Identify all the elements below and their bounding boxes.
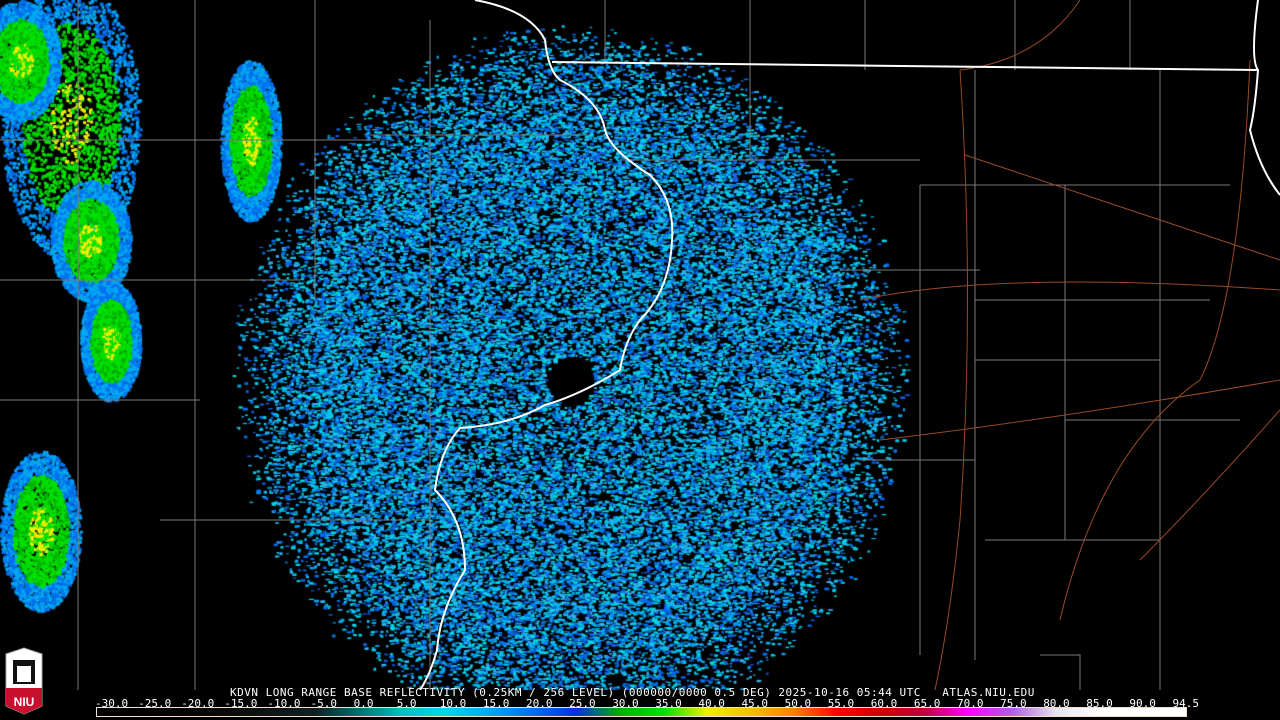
legend-tick: 25.0: [569, 697, 596, 710]
legend-tick: -5.0: [310, 697, 338, 710]
legend-tick: 85.0: [1086, 697, 1113, 710]
highways: [859, 0, 1280, 690]
reflectivity-layer: [0, 0, 1280, 690]
legend-tick: 70.0: [957, 697, 984, 710]
legend-tick: 15.0: [482, 697, 510, 710]
product-title: KDVN LONG RANGE BASE REFLECTIVITY (0.25K…: [230, 686, 1035, 699]
legend-color-bar: [96, 707, 1187, 717]
legend-tick: 94.5: [1172, 697, 1200, 710]
legend-tick: 30.0: [612, 697, 639, 710]
map-boundaries: [0, 0, 1280, 690]
county-lines: [0, 0, 1240, 690]
niu-logo: NIU: [5, 647, 43, 715]
legend-tick: -15.0: [224, 697, 258, 710]
legend-tick: -30.0: [95, 697, 129, 710]
legend-tick: 55.0: [827, 697, 855, 710]
legend-tick: 60.0: [870, 697, 898, 710]
svg-text:NIU: NIU: [14, 695, 35, 709]
legend-tick: 75.0: [1000, 697, 1027, 710]
legend-tick: 40.0: [698, 697, 725, 710]
legend-tick: 50.0: [784, 697, 812, 710]
legend-tick: -25.0: [138, 697, 172, 710]
legend-tick: 35.0: [655, 697, 682, 710]
legend-tick: -10.0: [267, 697, 301, 710]
legend-tick: 0.0: [353, 697, 374, 710]
legend-tick: 80.0: [1043, 697, 1070, 710]
legend-tick: -20.0: [181, 697, 215, 710]
legend-tick: 65.0: [913, 697, 941, 710]
legend-tick: 90.0: [1129, 697, 1156, 710]
legend-tick-labels: -30.0 -25.0 -20.0 -15.0 -10.0 -5.0 0.0 5.0 10.0 1…: [95, 697, 1199, 710]
legend-tick: 20.0: [526, 697, 553, 710]
legend-tick: 45.0: [741, 697, 769, 710]
state-borders: [419, 0, 1280, 690]
legend-tick: 5.0: [396, 697, 417, 710]
legend-tick: 10.0: [439, 697, 467, 710]
